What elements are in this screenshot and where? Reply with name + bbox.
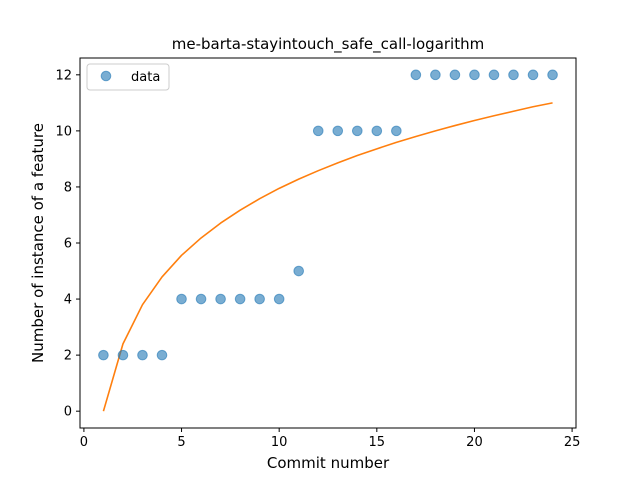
legend-box [86,63,170,91]
y-axis-label: Number of instance of a feature [29,123,47,363]
data-point [449,69,461,81]
data-point [117,349,129,361]
data-point [156,349,168,361]
data-point [312,125,324,137]
x-tick-label: 20 [466,435,483,450]
data-point [215,293,226,305]
x-tick-label: 10 [271,435,288,450]
data-point [410,69,422,81]
y-tick-label: 0 [64,405,72,420]
y-tick-label: 6 [64,237,72,252]
data-point [391,125,402,137]
data-point [234,293,246,305]
data-point [176,293,187,305]
data-point [527,69,539,81]
x-tick-label: 5 [177,435,185,450]
data-point [195,293,207,305]
legend: data [86,63,170,91]
fit-line [102,102,553,412]
data-point [351,125,363,137]
data-point [98,349,109,361]
data-point [371,125,383,137]
y-tick-label: 12 [55,68,72,83]
data-point [547,69,558,81]
data-point [469,69,480,81]
data-point [430,69,441,81]
legend-label-data: data [131,70,160,85]
legend-marker-data [100,70,112,82]
x-tick-label: 15 [369,435,386,450]
x-tick-label: 0 [80,435,88,450]
data-point [508,69,519,81]
y-tick-label: 2 [64,349,72,364]
data-point [137,349,148,361]
data-point [254,293,265,305]
y-tick-label: 10 [55,124,72,139]
x-axis-label: Commit number [267,454,390,472]
x-tick-label: 25 [564,435,581,450]
axis-ticks: 0 5 10 15 20 25 0 2 4 6 8 10 12 [55,68,580,450]
data-point [488,69,500,81]
y-tick-label: 4 [64,293,72,308]
data-point [273,293,285,305]
y-tick-label: 8 [64,180,72,195]
plot-area [98,69,558,412]
data-point [293,265,305,277]
data-point [332,125,344,137]
chart-title: me-barta-stayintouch_safe_call-logarithm [172,35,484,54]
